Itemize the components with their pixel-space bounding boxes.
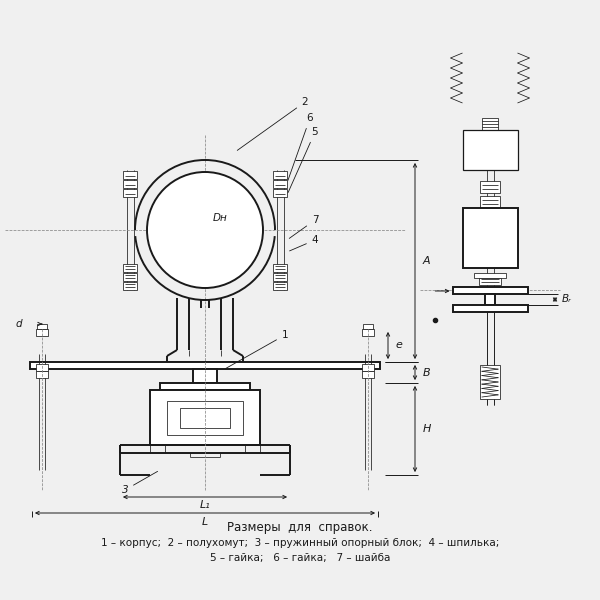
Bar — [480, 181, 500, 193]
Text: Bᵣ: Bᵣ — [562, 295, 572, 304]
Bar — [273, 189, 287, 197]
Bar — [362, 364, 374, 371]
Bar — [36, 371, 48, 378]
Bar — [482, 118, 498, 130]
Bar — [480, 196, 500, 208]
Bar — [483, 228, 497, 258]
Bar — [474, 273, 506, 278]
Circle shape — [147, 172, 263, 288]
Text: 1: 1 — [226, 330, 289, 368]
Bar — [273, 282, 287, 290]
Text: H: H — [423, 424, 431, 434]
Bar — [273, 273, 287, 281]
Bar — [363, 324, 373, 329]
Text: Размеры  для  справок.: Размеры для справок. — [227, 520, 373, 533]
Text: L₁: L₁ — [200, 500, 211, 510]
Bar — [362, 371, 374, 378]
Bar — [30, 362, 380, 369]
Text: 2: 2 — [237, 97, 308, 151]
Bar — [452, 287, 527, 294]
Bar — [479, 278, 501, 285]
Bar — [480, 365, 500, 399]
Text: A: A — [423, 256, 431, 266]
Bar — [167, 401, 243, 435]
Bar — [273, 180, 287, 188]
Text: d: d — [16, 319, 22, 329]
Text: 4: 4 — [290, 235, 319, 251]
Text: 5: 5 — [288, 127, 319, 193]
Bar — [480, 130, 500, 136]
Bar — [273, 171, 287, 179]
Bar — [36, 329, 48, 336]
Bar — [452, 305, 527, 312]
Bar — [150, 390, 260, 445]
Text: Dн: Dн — [213, 213, 228, 223]
Bar — [123, 171, 137, 179]
Bar — [123, 264, 137, 272]
Text: 5 – гайка;   6 – гайка;   7 – шайба: 5 – гайка; 6 – гайка; 7 – шайба — [210, 553, 390, 563]
Text: 1 – корпус;  2 – полухомут;  3 – пружинный опорный блок;  4 – шпилька;: 1 – корпус; 2 – полухомут; 3 – пружинный… — [101, 538, 499, 548]
Bar — [123, 273, 137, 281]
Bar — [362, 329, 374, 336]
Bar — [123, 282, 137, 290]
Bar — [180, 408, 230, 428]
Bar — [37, 324, 47, 329]
Bar — [193, 369, 217, 383]
Text: e: e — [395, 340, 402, 350]
Text: 6: 6 — [288, 113, 313, 181]
Bar — [123, 180, 137, 188]
Bar — [485, 294, 495, 305]
Bar — [463, 208, 517, 268]
Bar — [36, 364, 48, 371]
Bar — [463, 130, 517, 170]
Text: 7: 7 — [289, 215, 319, 238]
Text: 3: 3 — [122, 472, 158, 495]
Text: B: B — [423, 367, 431, 377]
Bar — [160, 383, 250, 390]
Text: L: L — [202, 517, 208, 527]
Bar — [123, 189, 137, 197]
Bar — [273, 264, 287, 272]
